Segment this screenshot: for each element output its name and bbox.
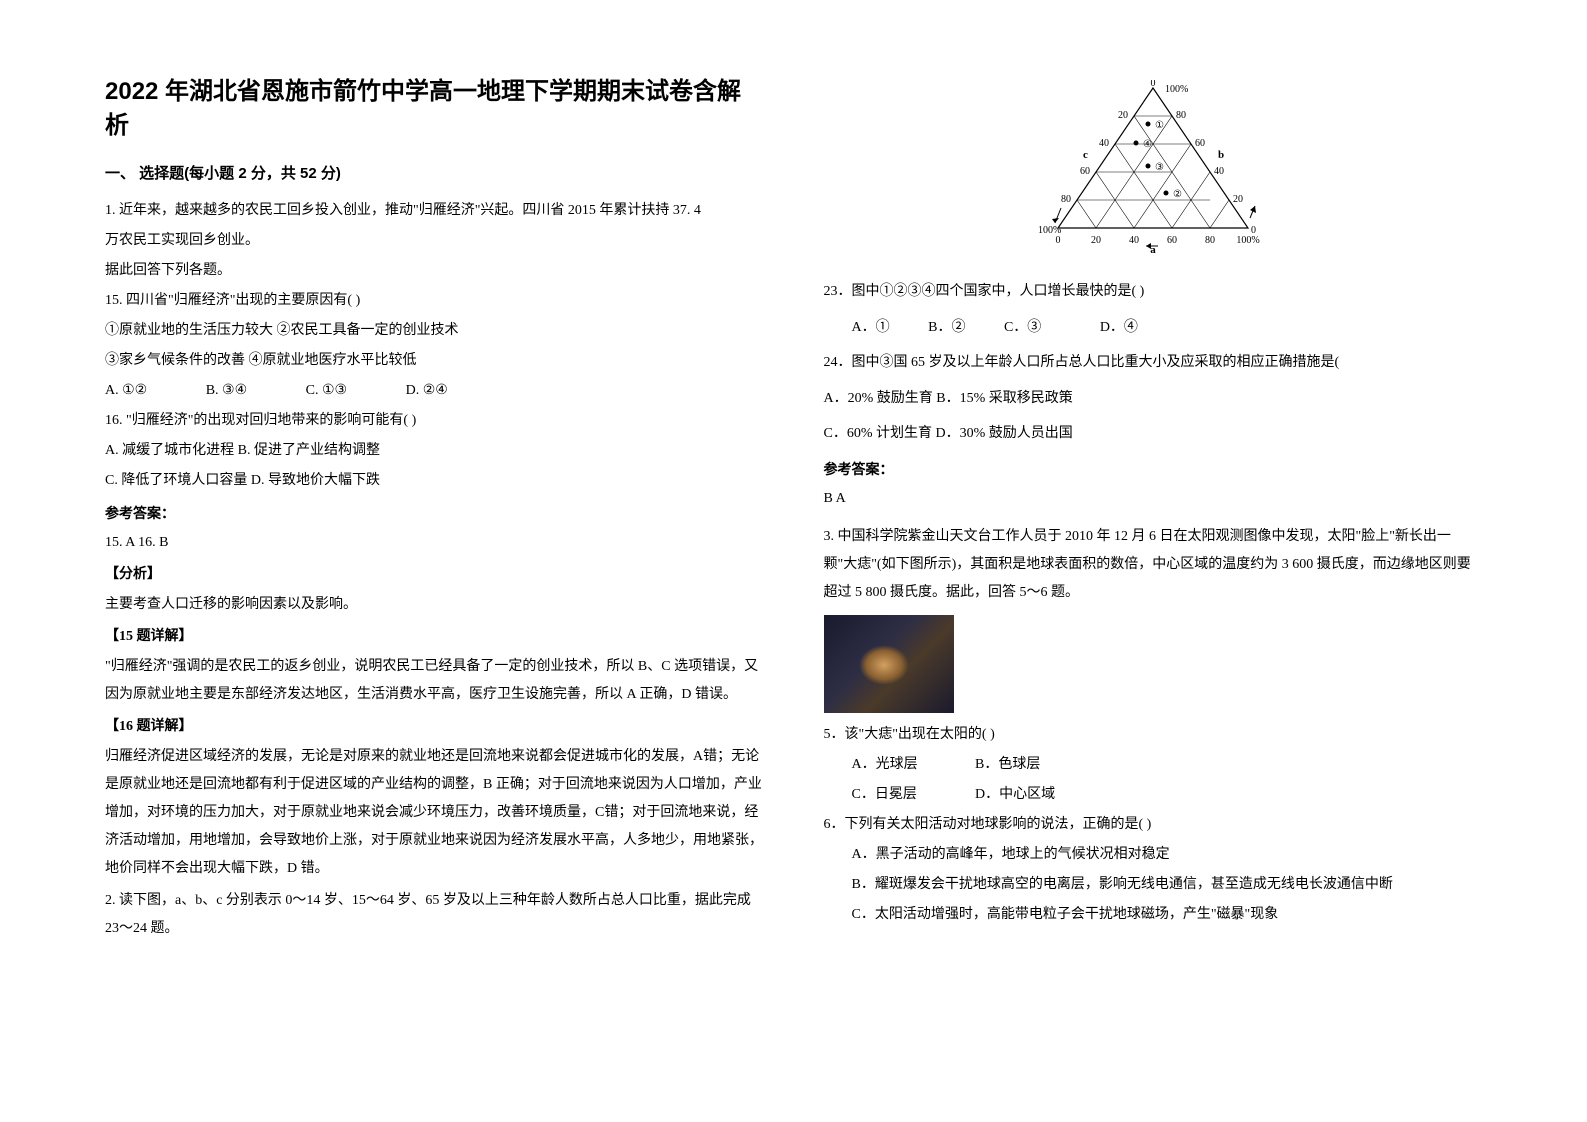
detail-15-label: 【15 题详解】 (105, 623, 764, 651)
q15-stem: 15. 四川省"归雁经济"出现的主要原因有( ) (105, 287, 764, 315)
q23-choice-a: A．① (852, 320, 890, 335)
q15-options-1: ①原就业地的生活压力较大 ②农民工具备一定的创业技术 (105, 317, 764, 345)
svg-text:40: 40 (1214, 166, 1224, 177)
q24-stem: 24．图中③国 65 岁及以上年龄人口所占总人口比重大小及应采取的相应正确措施是… (824, 346, 1483, 380)
svg-text:②: ② (1173, 189, 1182, 200)
q24-choices-cd: C．60% 计划生育 D．30% 鼓励人员出国 (824, 417, 1483, 451)
answer-label-2: 参考答案： (824, 459, 1483, 479)
q23-choice-b: B．② (928, 320, 965, 335)
left-column: 2022 年湖北省恩施市箭竹中学高一地理下学期期末试卷含解析 一、 选择题(每小… (90, 75, 794, 1082)
q23-block: 23．图中①②③④四个国家中，人口增长最快的是( ) A．① B．② C．③ D… (824, 275, 1483, 451)
answer-label-1: 参考答案： (105, 503, 764, 523)
q16-stem: 16. "归雁经济"的出现对回归地带来的影响可能有( ) (105, 407, 764, 435)
right-column: 0 100% 20 80 40 60 60 40 80 20 100% 0 0 … (794, 75, 1498, 1082)
q5-row-2: C．日冕层 D．中心区域 (824, 781, 1483, 809)
svg-text:60: 60 (1080, 166, 1090, 177)
svg-text:60: 60 (1195, 138, 1205, 149)
analysis-label: 【分析】 (105, 561, 764, 589)
q1-intro-2: 万农民工实现回乡创业。 (105, 227, 764, 255)
svg-text:100%: 100% (1236, 235, 1259, 246)
detail-16-text: 归雁经济促进区域经济的发展，无论是对原来的就业地还是回流地来说都会促进城市化的发… (105, 743, 764, 883)
q5-stem: 5．该"大痣"出现在太阳的( ) (824, 721, 1483, 749)
svg-text:40: 40 (1099, 138, 1109, 149)
answer-2: B A (824, 485, 1483, 513)
section-1-header: 一、 选择题(每小题 2 分，共 52 分) (105, 162, 764, 183)
svg-text:20: 20 (1091, 235, 1101, 246)
q5-row-1: A．光球层 B．色球层 (824, 751, 1483, 779)
q5-choice-c: C．日冕层 (852, 781, 972, 809)
q5-choice-d: D．中心区域 (975, 787, 1055, 802)
q5-choice-b: B．色球层 (975, 757, 1040, 772)
q5-choice-a: A．光球层 (852, 751, 972, 779)
q2-intro: 2. 读下图，a、b、c 分别表示 0～14 岁、15～64 岁、65 岁及以上… (105, 887, 764, 943)
q3-intro: 3. 中国科学院紫金山天文台工作人员于 2010 年 12 月 6 日在太阳观测… (824, 523, 1483, 607)
detail-16-label: 【16 题详解】 (105, 713, 764, 741)
q23-choice-c: C．③ (1004, 320, 1041, 335)
svg-text:①: ① (1155, 120, 1164, 131)
q6-choice-c: C．太阳活动增强时，高能带电粒子会干扰地球磁场，产生"磁暴"现象 (824, 901, 1483, 929)
svg-text:20: 20 (1118, 110, 1128, 121)
q15-choice-d: D. ②④ (406, 383, 448, 398)
svg-text:0: 0 (1150, 80, 1155, 89)
ternary-diagram: 0 100% 20 80 40 60 60 40 80 20 100% 0 0 … (824, 80, 1483, 260)
svg-text:60: 60 (1167, 235, 1177, 246)
q1-intro-1: 1. 近年来，越来越多的农民工回乡投入创业，推动"归雁经济"兴起。四川省 201… (105, 197, 764, 225)
q16-choices-cd: C. 降低了环境人口容量 D. 导致地价大幅下跌 (105, 467, 764, 495)
svg-text:100%: 100% (1165, 84, 1188, 95)
ternary-svg: 0 100% 20 80 40 60 60 40 80 20 100% 0 0 … (1023, 80, 1283, 255)
q24-choices-ab: A．20% 鼓励生育 B．15% 采取移民政策 (824, 382, 1483, 416)
svg-text:20: 20 (1233, 194, 1243, 205)
q15-choice-b: B. ③④ (206, 383, 247, 398)
sun-image (824, 615, 954, 713)
q1-intro-3: 据此回答下列各题。 (105, 257, 764, 285)
svg-text:0: 0 (1055, 235, 1060, 246)
q6-choice-b: B．耀斑爆发会干扰地球高空的电离层，影响无线电通信，甚至造成无线电长波通信中断 (824, 871, 1483, 899)
svg-text:80: 80 (1176, 110, 1186, 121)
answer-1: 15. A 16. B (105, 529, 764, 557)
q23-stem: 23．图中①②③④四个国家中，人口增长最快的是( ) (824, 275, 1483, 309)
q15-choice-a: A. ①② (105, 383, 147, 398)
q23-choices: A．① B．② C．③ D．④ (824, 311, 1483, 345)
analysis-text: 主要考查人口迁移的影响因素以及影响。 (105, 591, 764, 619)
detail-15-text: "归雁经济"强调的是农民工的返乡创业，说明农民工已经具备了一定的创业技术，所以 … (105, 653, 764, 709)
svg-text:c: c (1083, 149, 1088, 161)
q23-choice-d: D．④ (1100, 320, 1138, 335)
svg-text:③: ③ (1155, 162, 1164, 173)
q16-choices-ab: A. 减缓了城市化进程 B. 促进了产业结构调整 (105, 437, 764, 465)
q6-choice-a: A．黑子活动的高峰年，地球上的气候状况相对稳定 (824, 841, 1483, 869)
svg-text:80: 80 (1061, 194, 1071, 205)
q15-choice-c: C. ①③ (306, 383, 347, 398)
svg-text:b: b (1218, 149, 1224, 161)
q15-options-2: ③家乡气候条件的改善 ④原就业地医疗水平比较低 (105, 347, 764, 375)
svg-text:④: ④ (1143, 139, 1152, 150)
q15-choices: A. ①② B. ③④ C. ①③ D. ②④ (105, 377, 764, 405)
exam-title: 2022 年湖北省恩施市箭竹中学高一地理下学期期末试卷含解析 (105, 75, 764, 142)
svg-text:40: 40 (1129, 235, 1139, 246)
svg-text:80: 80 (1205, 235, 1215, 246)
q6-stem: 6．下列有关太阳活动对地球影响的说法，正确的是( ) (824, 811, 1483, 839)
